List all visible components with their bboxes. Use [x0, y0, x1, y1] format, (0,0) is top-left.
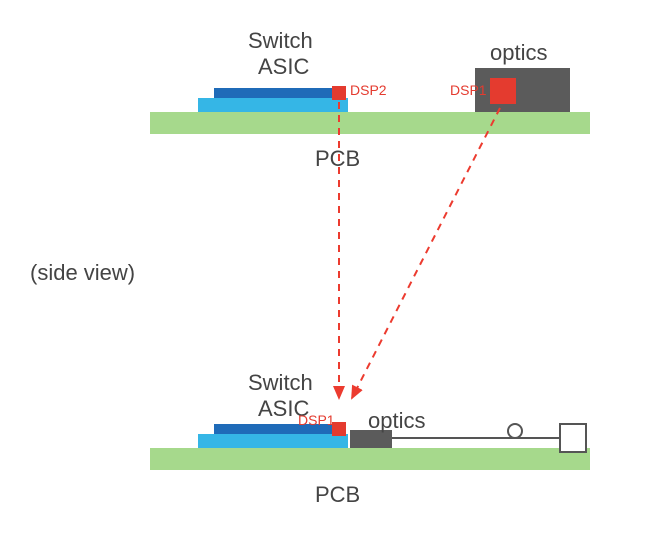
label-top-dsp2: DSP2: [350, 82, 387, 98]
label-top-dsp1: DSP1: [450, 82, 487, 98]
bottom-connector: [560, 424, 586, 452]
top-optics-module: [475, 68, 570, 112]
label-bottom-dsp1: DSP1: [298, 412, 335, 428]
bottom-fiber-ring: [508, 424, 522, 438]
label-bottom-switch: Switch: [248, 370, 313, 396]
bottom-pcb: [150, 448, 590, 470]
top-pcb: [150, 112, 590, 134]
arrow-dsp1-to-bottom: [352, 108, 500, 398]
top-asic-chip: [214, 88, 332, 98]
label-top-switch: Switch: [248, 28, 313, 54]
top-dsp2-chip: [332, 86, 346, 100]
label-top-pcb: PCB: [315, 146, 360, 172]
top-dsp1-chip: [490, 78, 516, 104]
bottom-substrate: [198, 434, 348, 448]
label-top-asic: ASIC: [258, 54, 309, 80]
top-substrate: [198, 98, 348, 112]
diagram-stage: Switch ASIC optics PCB DSP2 DSP1 (side v…: [0, 0, 650, 540]
label-bottom-optics: optics: [368, 408, 425, 434]
label-bottom-pcb: PCB: [315, 482, 360, 508]
label-side-view: (side view): [30, 260, 135, 286]
label-top-optics: optics: [490, 40, 547, 66]
